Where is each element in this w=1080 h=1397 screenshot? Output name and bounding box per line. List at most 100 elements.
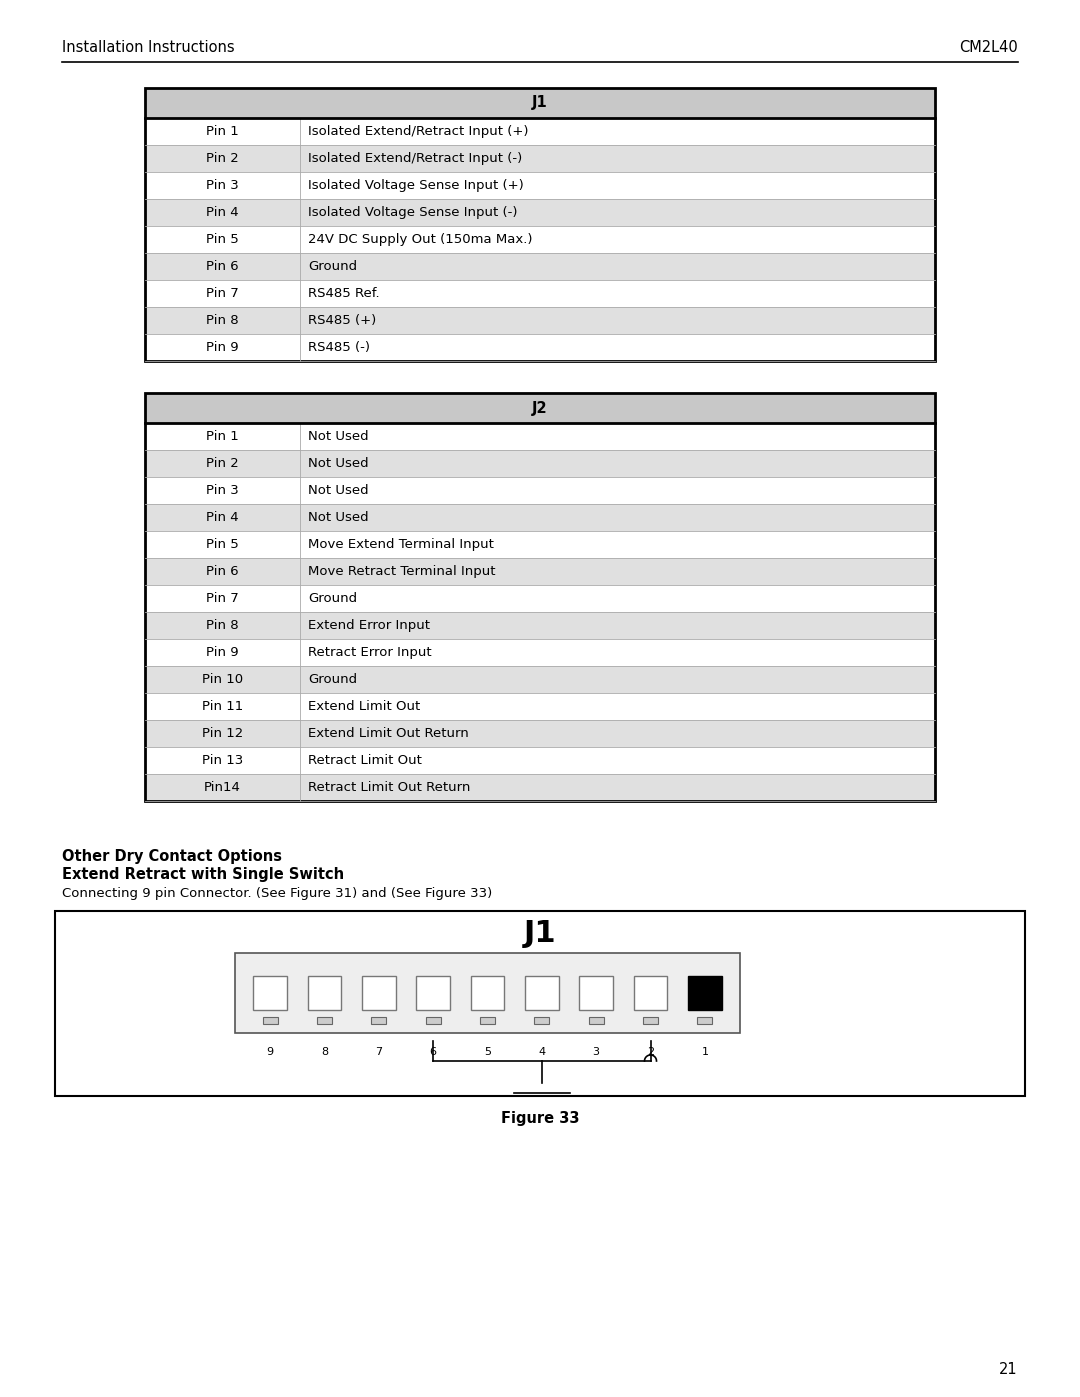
Text: 6: 6	[430, 1046, 436, 1058]
Bar	[145, 172, 935, 198]
Text: Not Used: Not Used	[308, 511, 368, 524]
Bar	[308, 977, 341, 1010]
Bar	[145, 638, 935, 666]
Text: Pin 7: Pin 7	[206, 286, 239, 300]
Bar	[145, 531, 935, 557]
Bar	[145, 393, 935, 800]
Text: Pin 4: Pin 4	[206, 511, 239, 524]
Bar	[145, 585, 935, 612]
Text: Isolated Extend/Retract Input (+): Isolated Extend/Retract Input (+)	[308, 124, 528, 138]
Text: Not Used: Not Used	[308, 430, 368, 443]
Text: Other Dry Contact Options: Other Dry Contact Options	[62, 849, 282, 865]
Text: 8: 8	[321, 1046, 328, 1058]
Bar	[145, 226, 935, 253]
Bar	[145, 307, 935, 334]
Text: Pin 6: Pin 6	[206, 260, 239, 272]
Text: J1: J1	[532, 95, 548, 110]
Text: Pin 2: Pin 2	[206, 457, 239, 469]
Bar	[145, 117, 935, 145]
Bar	[535, 1017, 550, 1024]
Bar	[145, 88, 935, 360]
Text: 5: 5	[484, 1046, 491, 1058]
Bar	[316, 1017, 332, 1024]
Text: Installation Instructions: Installation Instructions	[62, 41, 234, 56]
Bar	[145, 666, 935, 693]
Bar	[480, 1017, 495, 1024]
Bar	[145, 476, 935, 504]
Text: 9: 9	[267, 1046, 273, 1058]
Bar	[579, 977, 613, 1010]
Bar	[235, 953, 740, 1032]
Text: 7: 7	[375, 1046, 382, 1058]
Bar	[471, 977, 504, 1010]
Bar	[145, 557, 935, 585]
Text: Pin 11: Pin 11	[202, 700, 243, 712]
Bar	[145, 393, 935, 423]
Text: Move Extend Terminal Input: Move Extend Terminal Input	[308, 538, 494, 550]
Bar	[145, 774, 935, 800]
Bar	[372, 1017, 387, 1024]
Text: Pin 7: Pin 7	[206, 592, 239, 605]
Text: Pin 12: Pin 12	[202, 726, 243, 740]
Bar	[145, 279, 935, 307]
Bar	[362, 977, 395, 1010]
Text: RS485 (-): RS485 (-)	[308, 341, 370, 353]
Bar	[525, 977, 558, 1010]
Bar	[145, 88, 935, 117]
Text: Isolated Extend/Retract Input (-): Isolated Extend/Retract Input (-)	[308, 152, 523, 165]
Text: Pin 3: Pin 3	[206, 483, 239, 497]
Text: Pin 5: Pin 5	[206, 233, 239, 246]
Text: Pin 1: Pin 1	[206, 430, 239, 443]
Bar	[145, 693, 935, 719]
Bar	[145, 612, 935, 638]
Text: Ground: Ground	[308, 673, 357, 686]
Text: Extend Retract with Single Switch: Extend Retract with Single Switch	[62, 868, 345, 883]
Text: Move Retract Terminal Input: Move Retract Terminal Input	[308, 564, 496, 578]
Bar	[145, 719, 935, 747]
Text: Pin 9: Pin 9	[206, 645, 239, 659]
Bar	[262, 1017, 278, 1024]
Bar	[254, 977, 287, 1010]
Bar	[145, 450, 935, 476]
Bar	[643, 1017, 658, 1024]
Text: J1: J1	[524, 918, 556, 947]
Bar	[145, 334, 935, 360]
Text: Figure 33: Figure 33	[501, 1111, 579, 1126]
Text: Pin 1: Pin 1	[206, 124, 239, 138]
Text: Pin 8: Pin 8	[206, 314, 239, 327]
Text: Pin 5: Pin 5	[206, 538, 239, 550]
Text: 24V DC Supply Out (150ma Max.): 24V DC Supply Out (150ma Max.)	[308, 233, 532, 246]
Text: Pin 2: Pin 2	[206, 152, 239, 165]
Text: Ground: Ground	[308, 592, 357, 605]
Bar	[55, 911, 1025, 1097]
Text: 4: 4	[538, 1046, 545, 1058]
Bar	[698, 1017, 713, 1024]
Bar	[589, 1017, 604, 1024]
Text: Isolated Voltage Sense Input (-): Isolated Voltage Sense Input (-)	[308, 205, 517, 219]
Text: RS485 (+): RS485 (+)	[308, 314, 376, 327]
Text: Pin 9: Pin 9	[206, 341, 239, 353]
Bar	[145, 423, 935, 450]
Text: 2: 2	[647, 1046, 654, 1058]
Text: Extend Limit Out Return: Extend Limit Out Return	[308, 726, 469, 740]
Text: Pin 13: Pin 13	[202, 754, 243, 767]
Bar	[145, 253, 935, 279]
Text: Isolated Voltage Sense Input (+): Isolated Voltage Sense Input (+)	[308, 179, 524, 191]
Text: Not Used: Not Used	[308, 483, 368, 497]
Text: Pin 4: Pin 4	[206, 205, 239, 219]
Text: CM2L40: CM2L40	[959, 41, 1018, 56]
Text: Extend Limit Out: Extend Limit Out	[308, 700, 420, 712]
Bar	[688, 977, 721, 1010]
Text: Pin 3: Pin 3	[206, 179, 239, 191]
Text: Retract Error Input: Retract Error Input	[308, 645, 432, 659]
Bar	[145, 747, 935, 774]
Text: 1: 1	[701, 1046, 708, 1058]
Bar	[145, 145, 935, 172]
Text: Extend Error Input: Extend Error Input	[308, 619, 430, 631]
Text: Connecting 9 pin Connector. (See Figure 31) and (See Figure 33): Connecting 9 pin Connector. (See Figure …	[62, 887, 492, 900]
Text: Retract Limit Out: Retract Limit Out	[308, 754, 422, 767]
Text: RS485 Ref.: RS485 Ref.	[308, 286, 380, 300]
Text: J2: J2	[532, 401, 548, 415]
Bar	[426, 1017, 441, 1024]
Text: Pin 10: Pin 10	[202, 673, 243, 686]
